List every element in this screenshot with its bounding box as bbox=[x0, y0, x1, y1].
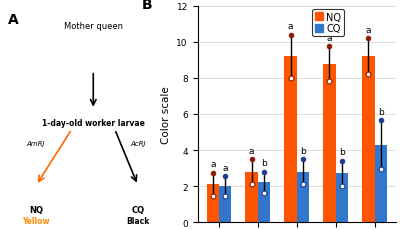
Text: b: b bbox=[378, 107, 384, 116]
Bar bbox=[362, 57, 375, 222]
Text: a: a bbox=[210, 159, 216, 168]
Bar bbox=[297, 172, 309, 222]
Bar bbox=[375, 145, 387, 222]
Text: b: b bbox=[261, 158, 267, 167]
Text: A: A bbox=[8, 13, 18, 27]
Bar bbox=[284, 57, 297, 222]
Text: NQ: NQ bbox=[29, 205, 43, 214]
Text: a: a bbox=[249, 146, 254, 155]
Text: AmRJ: AmRJ bbox=[27, 140, 46, 146]
Text: 1-day-old worker larvae: 1-day-old worker larvae bbox=[42, 119, 145, 128]
Bar bbox=[323, 64, 336, 222]
Bar bbox=[219, 186, 232, 222]
Text: a: a bbox=[222, 163, 228, 172]
Bar bbox=[206, 185, 219, 222]
Text: Black: Black bbox=[126, 216, 150, 225]
Text: AcRJ: AcRJ bbox=[130, 140, 146, 146]
Text: b: b bbox=[339, 148, 345, 157]
Legend: NQ, CQ: NQ, CQ bbox=[312, 10, 344, 37]
Bar bbox=[336, 174, 348, 222]
Bar bbox=[246, 172, 258, 222]
Bar bbox=[258, 183, 270, 222]
Text: CQ: CQ bbox=[131, 205, 144, 214]
Text: a: a bbox=[288, 22, 293, 31]
Text: a: a bbox=[366, 26, 371, 35]
Y-axis label: Color scale: Color scale bbox=[161, 86, 171, 143]
Text: b: b bbox=[300, 146, 306, 155]
Text: Mother queen: Mother queen bbox=[64, 22, 123, 31]
Text: Yellow: Yellow bbox=[22, 216, 50, 225]
Text: a: a bbox=[327, 34, 332, 43]
Text: B: B bbox=[142, 0, 153, 12]
